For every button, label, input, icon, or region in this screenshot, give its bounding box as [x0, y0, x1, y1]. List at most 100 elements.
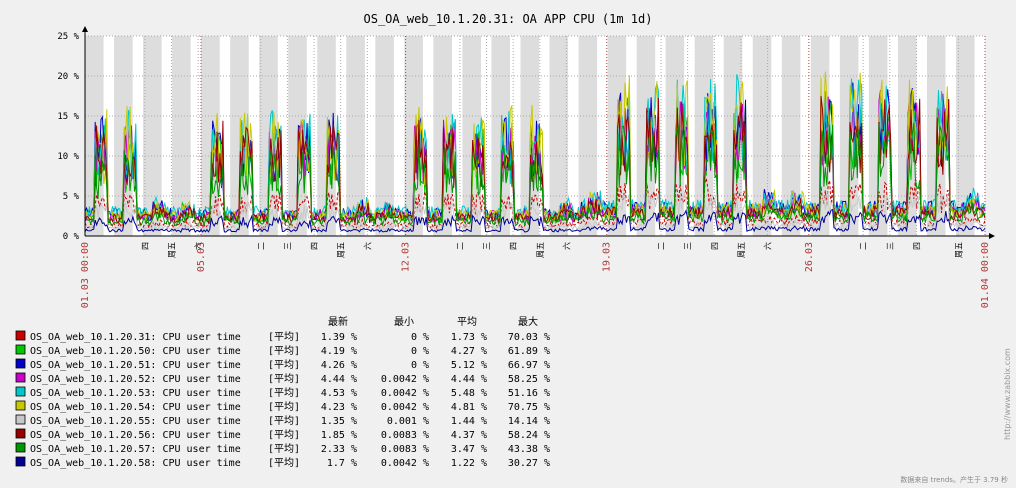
- legend-series-name: OS_OA_web_10.1.20.50: CPU user time: [30, 346, 241, 357]
- legend-last: 2.33 %: [321, 444, 357, 455]
- legend-last: 4.26 %: [321, 360, 357, 371]
- legend-max: 61.89 %: [508, 346, 550, 357]
- legend-min: 0.0042 %: [381, 458, 429, 469]
- x-tick-label: 三: [482, 242, 491, 250]
- legend-max: 14.14 %: [508, 416, 550, 427]
- x-tick-label: 四: [141, 242, 150, 250]
- legend-agg: [平均]: [268, 415, 300, 427]
- legend-agg: [平均]: [268, 359, 300, 371]
- x-tick-label: 三: [684, 242, 693, 250]
- y-tick-label: 0 %: [63, 232, 80, 242]
- legend-avg: 3.47 %: [451, 444, 487, 455]
- night-band: [143, 36, 162, 236]
- legend-header: 最大: [518, 315, 538, 328]
- x-tick-label: 12.03: [401, 242, 412, 272]
- legend-last: 1.35 %: [321, 416, 357, 427]
- legend-last: 4.19 %: [321, 346, 357, 357]
- y-tick-label: 5 %: [63, 192, 80, 202]
- legend-avg: 4.27 %: [451, 346, 487, 357]
- legend-series-name: OS_OA_web_10.1.20.53: CPU user time: [30, 388, 241, 399]
- y-tick-label: 10 %: [57, 152, 79, 162]
- legend-agg: [平均]: [268, 373, 300, 385]
- series-lines: [84, 71, 986, 234]
- series-line: [84, 122, 986, 228]
- night-band: [955, 36, 975, 236]
- x-tick-label: 周五: [737, 242, 746, 258]
- y-tick-label: 25 %: [57, 32, 79, 42]
- legend-min: 0.001 %: [387, 416, 429, 427]
- x-tick-label: 二: [859, 242, 868, 250]
- legend-series-name: OS_OA_web_10.1.20.56: CPU user time: [30, 430, 241, 441]
- x-tick-label: 周五: [337, 242, 346, 258]
- legend-max: 30.27 %: [508, 458, 550, 469]
- legend-agg: [平均]: [268, 345, 300, 357]
- legend-series-name: OS_OA_web_10.1.20.54: CPU user time: [30, 402, 241, 413]
- x-tick-label: 二: [456, 242, 465, 250]
- legend-swatch: [15, 442, 26, 453]
- legend-series-name: OS_OA_web_10.1.20.57: CPU user time: [30, 444, 241, 455]
- legend-avg: 5.12 %: [451, 360, 487, 371]
- legend-series-name: OS_OA_web_10.1.20.31: CPU user time: [30, 332, 241, 343]
- chart-title: OS_OA_web_10.1.20.31: OA APP CPU (1m 1d): [364, 12, 653, 26]
- legend-header: 最新: [328, 315, 348, 328]
- legend-last: 1.85 %: [321, 430, 357, 441]
- x-tick-label: 四: [912, 242, 921, 250]
- x-tick-label: 六: [362, 242, 372, 250]
- legend-avg: 1.73 %: [451, 332, 487, 343]
- legend-last: 4.23 %: [321, 402, 357, 413]
- legend-max: 58.24 %: [508, 430, 550, 441]
- night-band: [404, 36, 423, 236]
- legend-agg: [平均]: [268, 387, 300, 399]
- legend-agg: [平均]: [268, 429, 300, 441]
- legend-series-name: OS_OA_web_10.1.20.52: CPU user time: [30, 374, 241, 385]
- axes: [82, 26, 995, 239]
- legend-last: 4.53 %: [321, 388, 357, 399]
- night-band: [346, 36, 365, 236]
- legend-last: 4.44 %: [321, 374, 357, 385]
- legend-min: 0 %: [411, 360, 429, 371]
- x-tick-label: 05.03: [196, 242, 207, 272]
- x-tick-label: 周五: [167, 242, 176, 258]
- legend-max: 58.25 %: [508, 374, 550, 385]
- legend-swatch: [15, 386, 26, 397]
- night-band: [288, 36, 307, 236]
- x-tick-label: 三: [283, 242, 292, 250]
- night-band: [752, 36, 772, 236]
- legend-swatch: [15, 400, 26, 411]
- y-tick-label: 15 %: [57, 112, 79, 122]
- legend-series-name: OS_OA_web_10.1.20.55: CPU user time: [30, 416, 241, 427]
- night-band: [259, 36, 278, 236]
- night-band: [723, 36, 743, 236]
- night-band: [578, 36, 598, 236]
- x-tick-label: 四: [710, 242, 719, 250]
- x-tick-label: 19.03: [602, 242, 613, 272]
- legend-max: 51.16 %: [508, 388, 550, 399]
- legend: 最新 最小 平均 最大 OS_OA_web_10.1.20.31: CPU user t…: [15, 315, 550, 469]
- legend-swatch: [15, 344, 26, 355]
- legend-last: 1.39 %: [321, 332, 357, 343]
- legend-agg: [平均]: [268, 401, 300, 413]
- legend-agg: [平均]: [268, 443, 300, 455]
- x-tick-label: 周五: [536, 242, 545, 258]
- x-tick-label: 四: [310, 242, 319, 250]
- series-line: [84, 71, 986, 223]
- legend-max: 70.75 %: [508, 402, 550, 413]
- legend-swatch: [15, 414, 26, 425]
- x-tick-label: 六: [193, 242, 203, 250]
- x-axis-tick-labels: 01.03 00:00 四周五 六05.03 二三四周五六 12.03 二三四周五六 19.…: [80, 242, 991, 308]
- legend-avg: 1.44 %: [451, 416, 487, 427]
- x-tick-label: 六: [561, 242, 571, 250]
- x-tick-label: 01.03 00:00: [80, 242, 91, 308]
- x-tick-label: 三: [886, 242, 895, 250]
- legend-series-name: OS_OA_web_10.1.20.58: CPU user time: [30, 458, 241, 469]
- x-tick-label: 周五: [954, 242, 963, 258]
- x-tick-label: 四: [509, 242, 518, 250]
- legend-avg: 1.22 %: [451, 458, 487, 469]
- footer-note: 数据来自 trends。产生于 3.79 秒: [900, 475, 1008, 484]
- legend-avg: 5.48 %: [451, 388, 487, 399]
- night-band: [172, 36, 191, 236]
- zabbix-watermark: http://www.zabbix.com: [1003, 348, 1012, 440]
- legend-min: 0.0042 %: [381, 374, 429, 385]
- legend-swatch: [15, 372, 26, 383]
